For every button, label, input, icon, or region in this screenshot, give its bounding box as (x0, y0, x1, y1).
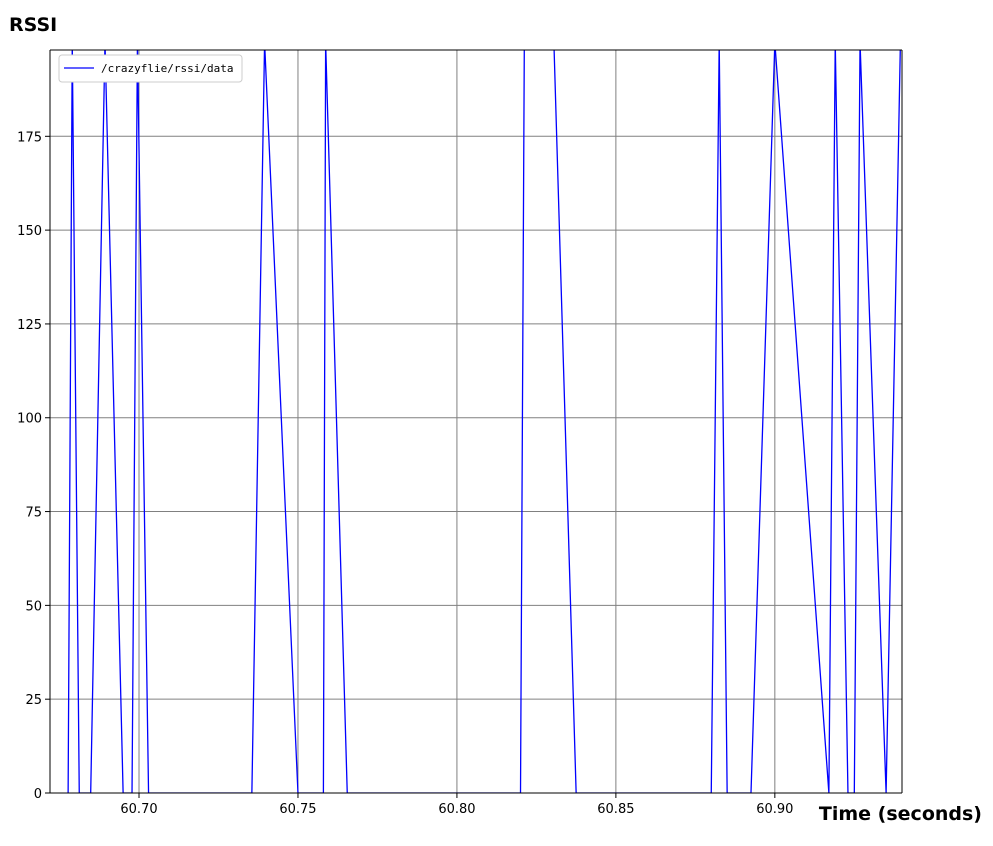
y-axis-label: RSSI (9, 14, 57, 36)
y-tick-label: 175 (17, 130, 42, 145)
x-tick-label: 60.80 (438, 802, 475, 817)
x-tick-label: 60.90 (756, 802, 793, 817)
x-axis-label: Time (seconds) (819, 803, 982, 825)
y-tick-label: 25 (25, 693, 42, 708)
x-tick-label: 60.85 (597, 802, 634, 817)
legend: /crazyflie/rssi/data (58, 54, 243, 83)
y-tick-label: 125 (17, 318, 42, 333)
y-tick-label: 75 (25, 506, 42, 521)
y-tick-label: 50 (25, 599, 42, 614)
y-tick-label: 100 (17, 412, 42, 427)
grid-lines (50, 50, 902, 793)
y-tick-label: 0 (34, 787, 42, 802)
tick-labels: 60.70 60.75 60.80 60.85 60.90 0 25 50 75 100 125 15… (17, 130, 793, 817)
x-tick-label: 60.75 (279, 802, 316, 817)
y-tick-label: 150 (17, 224, 42, 239)
axes (45, 49, 903, 798)
x-tick-label: 60.70 (120, 802, 157, 817)
legend-entry-label: /crazyflie/rssi/data (101, 62, 233, 75)
legend-box (58, 54, 243, 83)
